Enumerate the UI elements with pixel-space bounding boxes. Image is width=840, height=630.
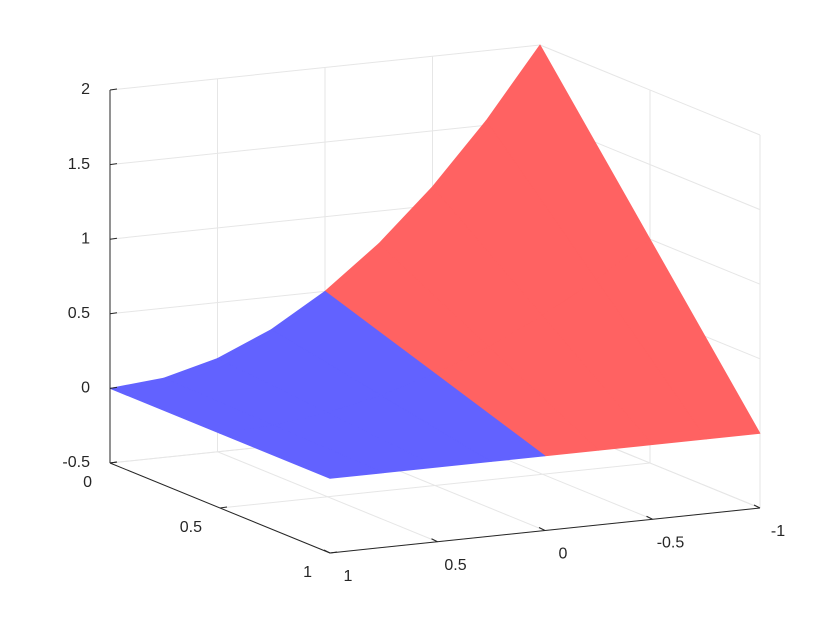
grid-line — [109, 44, 541, 91]
x-tick-label: 0 — [559, 546, 568, 563]
x-tick — [753, 504, 761, 509]
x-tick — [646, 515, 653, 520]
grid-line — [219, 462, 651, 509]
grid-line — [539, 44, 761, 136]
z-tick — [109, 461, 118, 464]
z-tick-label: 1.5 — [68, 156, 90, 173]
z-tick-label: 0 — [81, 380, 90, 397]
x-tick — [323, 549, 331, 554]
y-tick-label: 0.5 — [180, 519, 202, 536]
x-tick-label: 0.5 — [444, 557, 466, 574]
z-tick-label: 1 — [81, 230, 90, 247]
y-tick — [329, 551, 338, 554]
y-tick-label: 1 — [303, 564, 312, 581]
z-tick — [109, 88, 118, 91]
x-tick-label: -1 — [771, 523, 785, 540]
x-tick-label: 1 — [344, 568, 353, 585]
z-tick — [109, 312, 118, 315]
grid-line — [109, 119, 541, 166]
z-tick-label: -0.5 — [62, 454, 90, 471]
z-tick — [109, 163, 118, 166]
x-tick — [431, 538, 438, 543]
z-tick — [109, 386, 118, 389]
y-tick-label: 0 — [83, 474, 92, 491]
z-tick-label: 2 — [81, 81, 90, 98]
y-tick — [219, 506, 228, 509]
surface-face — [219, 425, 385, 479]
z-tick — [109, 237, 118, 240]
z-tick-label: 0.5 — [68, 305, 90, 322]
x-tick — [538, 527, 546, 531]
x-tick-label: -0.5 — [657, 534, 685, 551]
